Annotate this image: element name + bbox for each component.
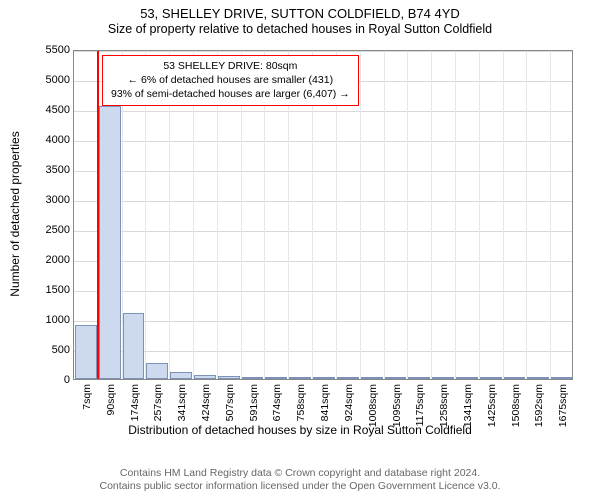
annotation-line-3: 93% of semi-detached houses are larger (… [111,87,350,101]
histogram-bar [265,377,287,379]
y-tick-label: 5000 [26,74,70,86]
attribution-line-1: Contains HM Land Registry data © Crown c… [0,467,600,481]
histogram-bar [504,377,526,379]
histogram-bar [361,377,383,379]
y-tick-label: 3000 [26,194,70,206]
histogram-bar [218,376,240,379]
histogram-bar [123,313,145,379]
y-tick-label: 0 [26,374,70,386]
histogram-bar [337,377,359,379]
chart-container: Number of detached properties 53 SHELLEY… [0,44,600,439]
attribution-block: Contains HM Land Registry data © Crown c… [0,467,600,494]
histogram-bar [456,377,478,379]
annotation-line-2: ← 6% of detached houses are smaller (431… [111,73,350,87]
histogram-bar [289,377,311,379]
y-tick-label: 1500 [26,284,70,296]
histogram-bar [75,325,97,379]
y-tick-label: 2500 [26,224,70,236]
page-subtitle: Size of property relative to detached ho… [0,22,600,36]
histogram-bar [385,377,407,379]
y-tick-label: 4500 [26,104,70,116]
plot-area: 53 SHELLEY DRIVE: 80sqm ← 6% of detached… [73,50,573,380]
y-axis-title: Number of detached properties [8,131,22,296]
y-tick-label: 2000 [26,254,70,266]
y-tick-label: 4000 [26,134,70,146]
y-tick-label: 500 [26,344,70,356]
attribution-line-2: Contains public sector information licen… [0,480,600,494]
histogram-bar [527,377,549,379]
histogram-bar [194,375,216,379]
histogram-bar [551,377,573,379]
y-tick-label: 3500 [26,164,70,176]
histogram-bar [432,377,454,379]
histogram-bar [313,377,335,379]
histogram-bar [242,377,264,379]
histogram-bar [480,377,502,379]
annotation-line-1: 53 SHELLEY DRIVE: 80sqm [111,59,350,73]
y-tick-label: 5500 [26,44,70,56]
histogram-bar [408,377,430,379]
histogram-bar [146,363,168,379]
y-tick-label: 1000 [26,314,70,326]
histogram-bar [99,106,121,379]
page-title-address: 53, SHELLEY DRIVE, SUTTON COLDFIELD, B74… [0,6,600,21]
histogram-bar [170,372,192,379]
x-axis-title: Distribution of detached houses by size … [0,423,600,437]
annotation-box: 53 SHELLEY DRIVE: 80sqm ← 6% of detached… [102,55,359,106]
highlight-marker-line [97,51,99,379]
